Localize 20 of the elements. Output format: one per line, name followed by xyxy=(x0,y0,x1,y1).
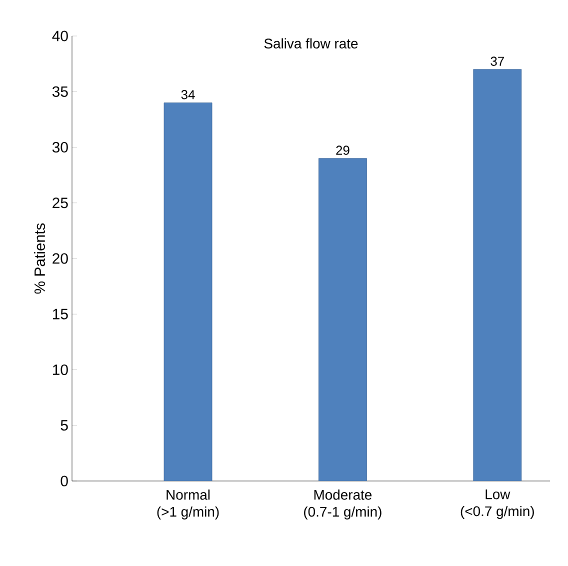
y-tick-label: 35 xyxy=(52,86,68,97)
y-tick-label: 15 xyxy=(53,308,68,320)
y-tick-label: 40 xyxy=(52,30,68,42)
y-tick-label: 10 xyxy=(53,364,68,376)
y-tick-label: 0 xyxy=(60,476,68,486)
data-label: 37 xyxy=(490,56,504,66)
x-tick-label: Low (<0.7 g/min) xyxy=(460,490,534,519)
y-axis-title: % Patients xyxy=(34,223,46,294)
x-tick-label: Moderate (0.7-1 g/min) xyxy=(304,490,382,520)
data-label: 34 xyxy=(181,90,195,100)
x-tick-label: Normal (>1 g/min) xyxy=(157,490,219,520)
chart-title: Saliva flow rate xyxy=(264,38,358,48)
bar xyxy=(318,158,367,481)
data-label: 29 xyxy=(336,146,350,155)
y-tick-label: 5 xyxy=(60,420,68,431)
y-tick-label: 30 xyxy=(52,142,68,153)
bar xyxy=(473,69,522,481)
y-tick-label: 20 xyxy=(52,253,68,264)
bar xyxy=(164,102,212,481)
y-tick-label: 25 xyxy=(52,198,68,208)
